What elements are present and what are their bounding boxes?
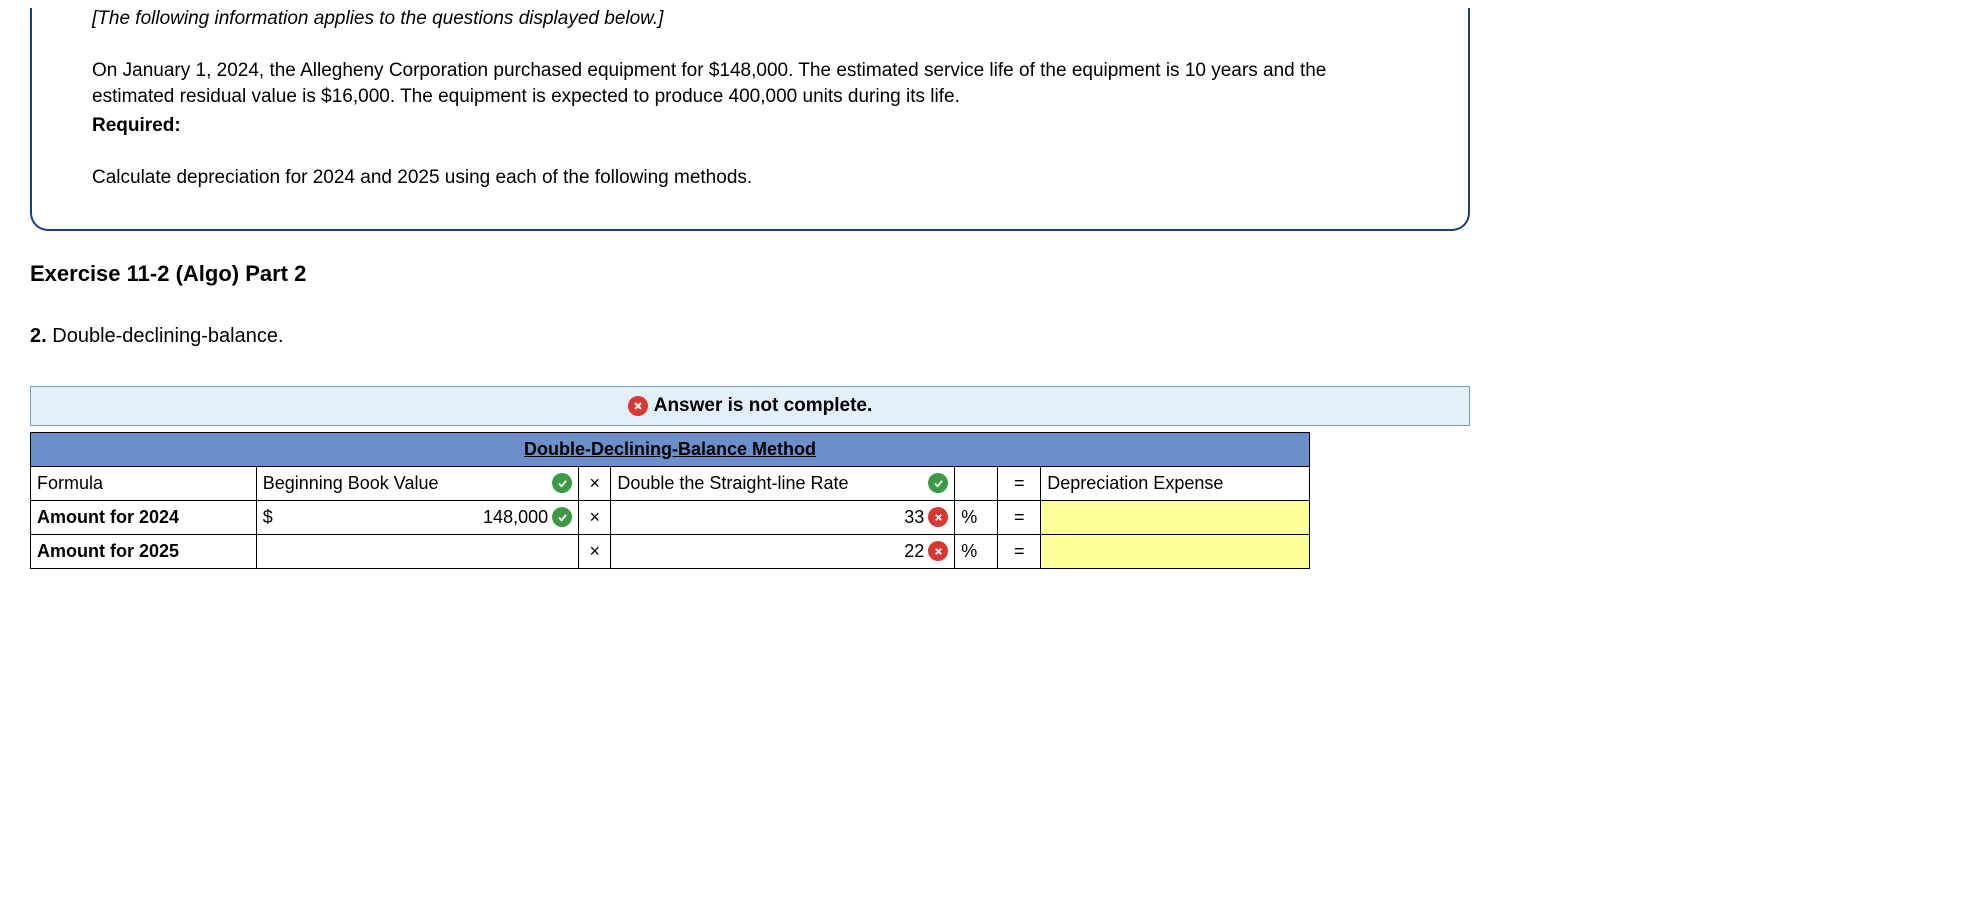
info-body: On January 1, 2024, the Allegheny Corpor… bbox=[92, 58, 1408, 109]
cell-text: Double the Straight-line Rate bbox=[617, 473, 922, 494]
cross-icon bbox=[628, 396, 648, 416]
cross-icon bbox=[928, 541, 948, 561]
page-container: [The following information applies to th… bbox=[0, 8, 1500, 599]
question-text: Double-declining-balance. bbox=[52, 325, 283, 347]
check-icon bbox=[928, 473, 948, 493]
cell-value: 33 bbox=[904, 507, 924, 528]
table-header-row: Double-Declining-Balance Method bbox=[31, 432, 1310, 466]
row-label: Amount for 2024 bbox=[31, 500, 257, 534]
check-icon bbox=[552, 473, 572, 493]
multiply-symbol: × bbox=[579, 534, 611, 568]
equals-symbol: = bbox=[998, 534, 1041, 568]
expense-2024-cell[interactable] bbox=[1041, 500, 1310, 534]
table-header: Double-Declining-Balance Method bbox=[31, 432, 1310, 466]
exercise-title: Exercise 11-2 (Algo) Part 2 bbox=[30, 261, 1470, 287]
cell-value: 22 bbox=[904, 541, 924, 562]
table-row: Amount for 2025 × 22 % = bbox=[31, 534, 1310, 568]
banner-text: Answer is not complete. bbox=[654, 395, 873, 417]
table-row: Amount for 2024 $ 148,000 × 33 bbox=[31, 500, 1310, 534]
cell-text: Beginning Book Value bbox=[263, 473, 546, 494]
calc-instruction: Calculate depreciation for 2024 and 2025… bbox=[92, 167, 1408, 189]
multiply-symbol: × bbox=[579, 500, 611, 534]
required-label: Required: bbox=[92, 113, 1408, 139]
rate-2025-cell[interactable]: 22 bbox=[611, 534, 955, 568]
equals-symbol: = bbox=[998, 500, 1041, 534]
rate-cell[interactable]: Double the Straight-line Rate bbox=[611, 466, 955, 500]
answer-table: Double-Declining-Balance Method Formula … bbox=[30, 432, 1310, 569]
equals-symbol: = bbox=[998, 466, 1041, 500]
beginning-book-value-cell[interactable]: Beginning Book Value bbox=[256, 466, 578, 500]
row-label: Formula bbox=[31, 466, 257, 500]
info-box: [The following information applies to th… bbox=[30, 8, 1470, 231]
question-line: 2. Double-declining-balance. bbox=[30, 325, 1470, 348]
cell-value: 148,000 bbox=[483, 507, 548, 528]
percent-cell: % bbox=[955, 534, 998, 568]
book-value-2025-cell[interactable] bbox=[256, 534, 578, 568]
cross-icon bbox=[928, 507, 948, 527]
rate-2024-cell[interactable]: 33 bbox=[611, 500, 955, 534]
expense-2025-cell[interactable] bbox=[1041, 534, 1310, 568]
dollar-sign: $ bbox=[263, 507, 273, 528]
multiply-symbol: × bbox=[579, 466, 611, 500]
depreciation-expense-label: Depreciation Expense bbox=[1041, 466, 1310, 500]
table-row: Formula Beginning Book Value × Double th… bbox=[31, 466, 1310, 500]
percent-cell: % bbox=[955, 500, 998, 534]
book-value-2024-cell[interactable]: $ 148,000 bbox=[256, 500, 578, 534]
percent-cell bbox=[955, 466, 998, 500]
row-label: Amount for 2025 bbox=[31, 534, 257, 568]
check-icon bbox=[552, 507, 572, 527]
completion-banner: Answer is not complete. bbox=[30, 386, 1470, 426]
info-note: [The following information applies to th… bbox=[92, 8, 1408, 30]
question-number: 2. bbox=[30, 325, 47, 347]
